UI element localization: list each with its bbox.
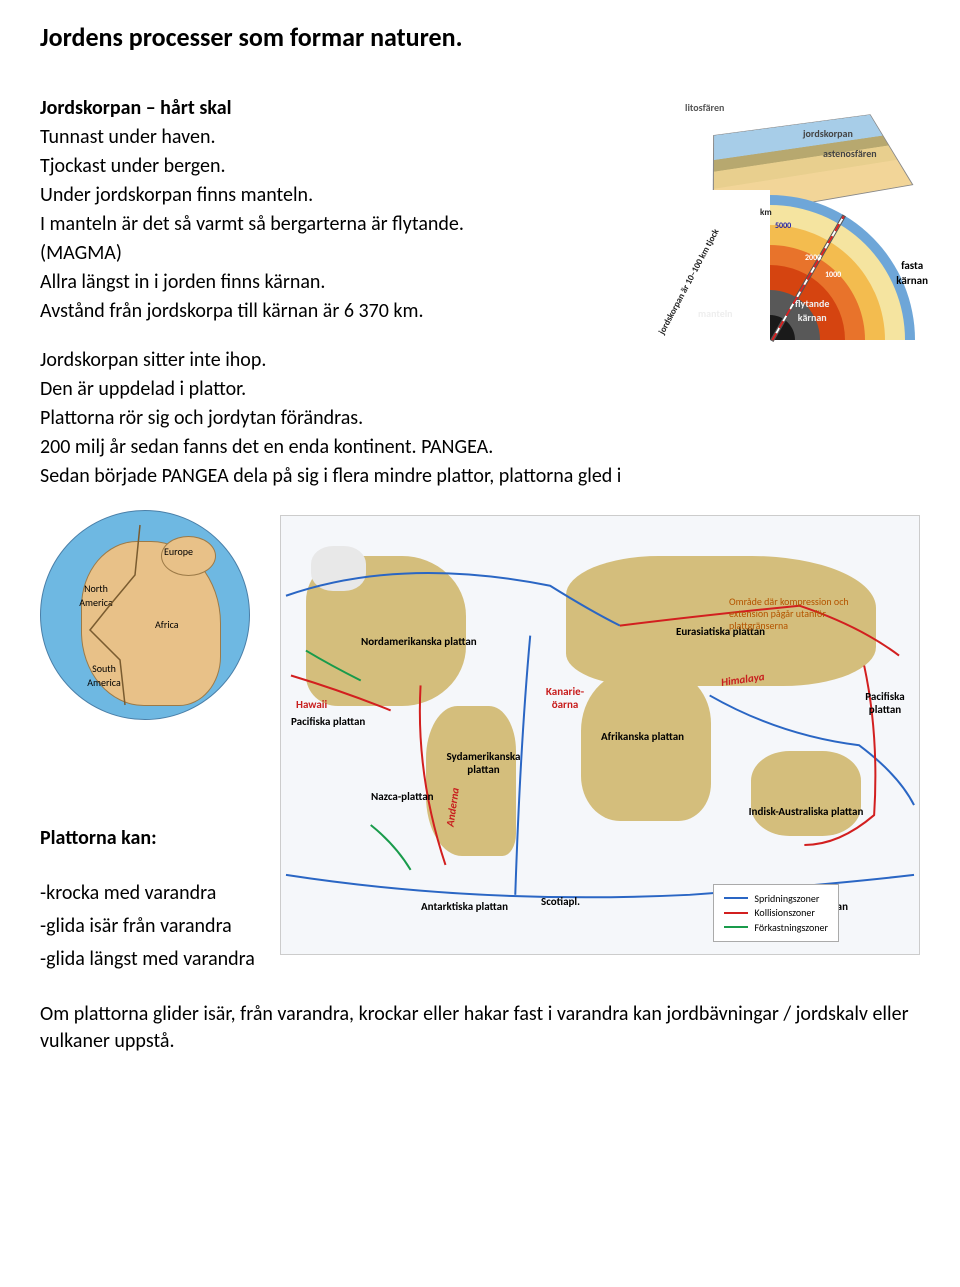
plate-africa: Afrikanska plattan — [601, 731, 684, 744]
intro-row: Jordskorpan – hårt skal Tunnast under ha… — [40, 95, 920, 327]
page-title: Jordens processer som formar naturen. — [40, 20, 920, 55]
flytande-label: flytande kärnan — [795, 297, 829, 324]
bottom-item-3: -glida längst med varandra — [40, 946, 300, 973]
intro-l3: Tjockast under bergen. — [40, 153, 560, 180]
tick-5000: 5000 — [775, 221, 791, 232]
legend-kollision: Kollisionszoner — [724, 906, 828, 920]
map-legend: Spridningszoner Kollisionszoner Förkastn… — [713, 884, 839, 943]
plate-nordam: Nordamerikanska plattan — [361, 636, 477, 649]
plate-pacific2: Pacifiska plattan — [851, 691, 919, 716]
tick-1000: 1000 — [825, 270, 841, 281]
tick-2000: 2000 — [805, 253, 821, 264]
bottom-left: Plattorna kan: -krocka med varandra -gli… — [40, 825, 300, 979]
intro-l6: (MAGMA) — [40, 240, 560, 267]
plate-ant1: Antarktiska plattan — [421, 901, 508, 914]
fasta-label: fasta kärnan — [896, 259, 928, 289]
intro-l1: Jordskorpan – hårt skal — [40, 95, 560, 122]
plate-nazca: Nazca-plattan — [371, 791, 434, 804]
plate-sydam: Sydamerikanska plattan — [436, 751, 531, 776]
intro-l2: Tunnast under haven. — [40, 124, 560, 151]
kanarie-label: Kanarie-öarna — [539, 686, 591, 711]
km-label: km — [760, 207, 772, 219]
plate-pacific1: Pacifiska plattan — [291, 716, 365, 729]
intro-l7: Allra längst in i jorden finns kärnan. — [40, 269, 560, 296]
scotiapl-label: Scotiapl. — [541, 896, 580, 909]
plate-indaus: Indisk-Australiska plattan — [736, 806, 876, 819]
bottom-item-1: -krocka med varandra — [40, 880, 300, 907]
pangea-globe-diagram: Europe North America Africa South Americ… — [40, 510, 250, 720]
legend-forkastning: Förkastningszoner — [724, 921, 828, 935]
crust-label: jordskorpan — [803, 127, 853, 141]
intro-l5: I manteln är det så varmt så bergarterna… — [40, 211, 560, 238]
bottom-item-2: -glida isär från varandra — [40, 913, 300, 940]
earth-quarter — [620, 190, 920, 490]
tectonic-plates-map: Nordamerikanska plattan Eurasiatiska pla… — [280, 515, 920, 955]
earth-cross-section-diagram: litosfären jordskorpan astenosfären jord… — [585, 95, 920, 327]
intro-l4: Under jordskorpan finns manteln. — [40, 182, 560, 209]
hawaii-label: Hawaii — [296, 699, 327, 712]
intro-l8: Avstånd från jordskorpa till kärnan är 6… — [40, 298, 560, 325]
plattorna-heading: Plattorna kan: — [40, 825, 300, 852]
lithosphere-label: litosfären — [685, 101, 724, 115]
final-paragraph: Om plattorna glider isär, från varandra,… — [40, 1001, 920, 1055]
pangea-plate-lines — [40, 510, 250, 720]
intro-text: Jordskorpan – hårt skal Tunnast under ha… — [40, 95, 560, 327]
astheno-label: astenosfären — [823, 147, 877, 161]
manteln-label: manteln — [698, 307, 733, 321]
legend-spridning: Spridningszoner — [724, 892, 828, 906]
orange-note: Område där kompression och extension påg… — [729, 596, 884, 632]
